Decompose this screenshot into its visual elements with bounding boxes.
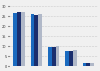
Bar (17, 12, 21, 66)
Bar (56, 46, 59, 66)
Bar (38, 14, 42, 66)
Bar (48, 47, 52, 66)
Bar (21, 12, 25, 66)
Bar (83, 63, 86, 66)
Bar (30, 14, 34, 66)
Bar (73, 50, 77, 66)
Bar (86, 63, 90, 66)
Bar (65, 51, 69, 66)
Bar (34, 15, 38, 66)
Bar (13, 13, 17, 66)
Bar (69, 51, 73, 66)
Bar (90, 63, 94, 66)
Bar (52, 47, 56, 66)
